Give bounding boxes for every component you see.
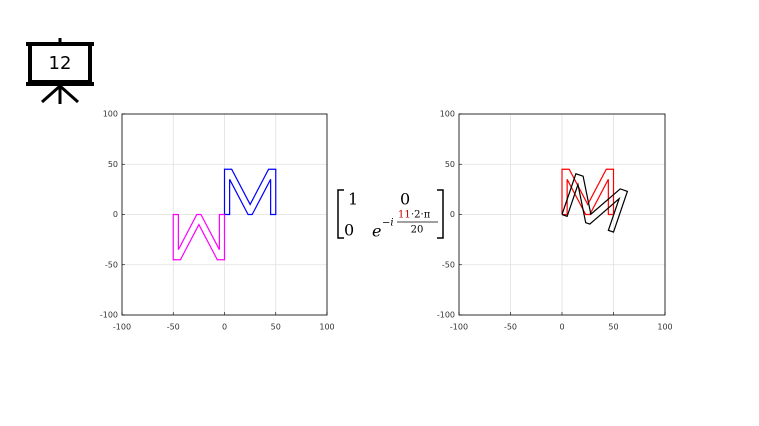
y-tick-label: 0 (450, 210, 455, 219)
series-line (561, 173, 629, 233)
y-tick-label: -50 (442, 260, 455, 269)
matrix-base: e (372, 222, 381, 241)
x-tick-label: -50 (504, 323, 517, 332)
x-tick-label: 100 (657, 323, 672, 332)
y-tick-label: -100 (100, 311, 118, 320)
plot-frame (458, 113, 666, 316)
x-tick-label: 50 (608, 323, 618, 332)
plot-frame (121, 113, 328, 316)
series-line (223, 168, 277, 216)
y-tick-label: 50 (108, 160, 118, 169)
matrix-exponent: −i (382, 218, 394, 229)
x-tick-label: 0 (559, 323, 564, 332)
y-tick-label: 100 (103, 110, 118, 119)
matrix-denominator: 20 (411, 225, 424, 236)
x-tick-label: 0 (222, 323, 227, 332)
x-tick-label: -100 (450, 323, 468, 332)
x-tick-label: -100 (113, 323, 131, 332)
matrix-numerator-highlight: 11 (398, 210, 411, 221)
matrix-numerator: ·2·π (411, 210, 431, 221)
slide-icon (26, 38, 94, 104)
y-tick-label: 0 (113, 210, 118, 219)
y-tick-label: 100 (440, 110, 455, 119)
matrix-cell: 0 (400, 190, 410, 209)
x-tick-label: 100 (319, 323, 334, 332)
y-tick-label: 50 (445, 160, 455, 169)
y-tick-label: -50 (105, 260, 118, 269)
series-line (172, 213, 226, 261)
x-tick-label: -50 (167, 323, 180, 332)
x-tick-label: 50 (271, 323, 281, 332)
series-line (561, 168, 615, 216)
matrix-cell: 0 (344, 221, 354, 240)
y-tick-label: -100 (437, 311, 455, 320)
matrix: 1 0 0 e −i 11 ·2·π 20 (337, 189, 444, 241)
slide-number: 12 (49, 53, 72, 74)
matrix-cell: 1 (348, 190, 358, 209)
